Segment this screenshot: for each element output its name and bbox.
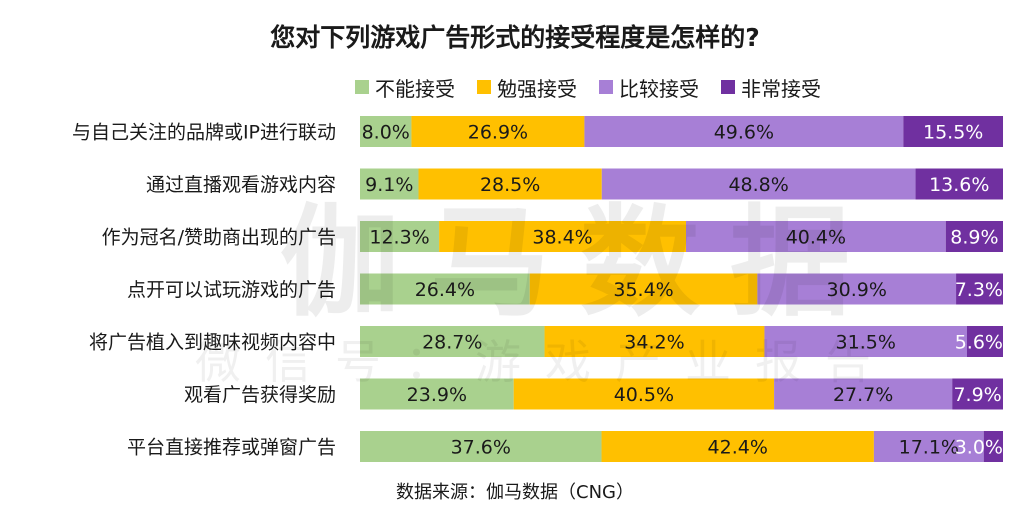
legend-swatch — [355, 80, 369, 94]
data-label: 35.4% — [613, 279, 673, 301]
legend-item-barely-acceptable: 勉强接受 — [477, 73, 577, 102]
data-label: 15.5% — [923, 122, 983, 144]
data-label: 26.9% — [468, 122, 528, 144]
bar-segment — [686, 221, 946, 252]
bar-segment — [945, 221, 1003, 252]
data-label: 8.0% — [362, 122, 410, 144]
bar-segment — [360, 221, 440, 252]
bar-segment — [360, 378, 514, 410]
bar-segment — [411, 116, 585, 147]
data-label: 37.6% — [451, 437, 511, 459]
legend-label: 比较接受 — [619, 76, 699, 101]
bar-segment — [439, 221, 686, 252]
bar-segment — [360, 116, 412, 147]
legend-label: 勉强接受 — [497, 76, 577, 101]
bar-segment — [513, 378, 775, 410]
bar-segment — [529, 273, 758, 305]
category-label: 作为冠名/赞助商出现的广告 — [102, 227, 336, 249]
data-label: 23.9% — [407, 384, 467, 406]
data-label: 7.3% — [955, 279, 1003, 301]
bar-segment — [774, 378, 953, 410]
legend-label: 非常接受 — [741, 76, 821, 101]
bar-segment — [584, 116, 904, 147]
data-label: 34.2% — [624, 332, 684, 354]
data-label: 48.8% — [728, 174, 788, 196]
data-source: 数据来源：伽马数据（CNG） — [396, 482, 634, 503]
category-label: 点开可以试玩游戏的广告 — [127, 279, 336, 301]
bar-segment — [952, 378, 1003, 410]
legend-swatch — [599, 80, 613, 94]
data-label: 17.1% — [899, 437, 959, 459]
legend-item-fairly-acceptable: 比较接受 — [599, 73, 699, 102]
bar-segment — [360, 326, 545, 357]
data-label: 5.6% — [955, 332, 1003, 354]
bar-segment — [601, 431, 874, 462]
bar-segment — [903, 116, 1004, 147]
bar-segment — [915, 168, 1003, 200]
bar-segment — [873, 431, 984, 462]
bar-segment — [764, 326, 967, 357]
bar-segment — [360, 168, 419, 200]
bar-segment — [360, 431, 602, 462]
chart-legend: 不能接受 勉强接受 比较接受 非常接受 — [355, 73, 821, 101]
data-label: 13.6% — [929, 174, 989, 196]
bar-segment — [601, 168, 916, 200]
bar-segment — [360, 273, 530, 305]
data-label: 28.5% — [480, 174, 540, 196]
data-label: 40.5% — [614, 384, 674, 406]
category-label: 观看广告获得奖励 — [184, 384, 336, 406]
bar-segment — [966, 326, 1003, 357]
data-label: 3.0% — [955, 437, 1003, 459]
data-label: 49.6% — [714, 122, 774, 144]
data-label: 27.7% — [833, 384, 893, 406]
data-label: 40.4% — [786, 227, 846, 249]
chart-title: 您对下列游戏广告形式的接受程度是怎样的? — [270, 23, 760, 52]
category-label: 平台直接推荐或弹窗广告 — [127, 437, 336, 459]
legend-swatch — [477, 80, 491, 94]
bar-segment — [983, 431, 1003, 462]
data-label: 30.9% — [827, 279, 887, 301]
data-label: 42.4% — [708, 437, 768, 459]
bar-segment — [418, 168, 602, 200]
bar-segment — [544, 326, 765, 357]
data-label: 8.9% — [950, 227, 998, 249]
data-label: 38.4% — [532, 227, 592, 249]
data-label: 31.5% — [836, 332, 896, 354]
legend-swatch — [721, 80, 735, 94]
category-label: 通过直播观看游戏内容 — [146, 174, 336, 196]
bar-segment — [757, 273, 957, 305]
legend-item-not-acceptable: 不能接受 — [355, 73, 455, 102]
bar-segment — [956, 273, 1003, 305]
data-label: 12.3% — [369, 227, 429, 249]
data-label: 7.9% — [953, 384, 1001, 406]
legend-label: 不能接受 — [375, 76, 455, 101]
category-label: 与自己关注的品牌或IP进行联动 — [72, 122, 336, 144]
legend-item-very-acceptable: 非常接受 — [721, 73, 821, 102]
data-label: 26.4% — [415, 279, 475, 301]
data-label: 28.7% — [422, 332, 482, 354]
data-label: 9.1% — [365, 174, 413, 196]
category-label: 将广告植入到趣味视频内容中 — [89, 332, 336, 354]
